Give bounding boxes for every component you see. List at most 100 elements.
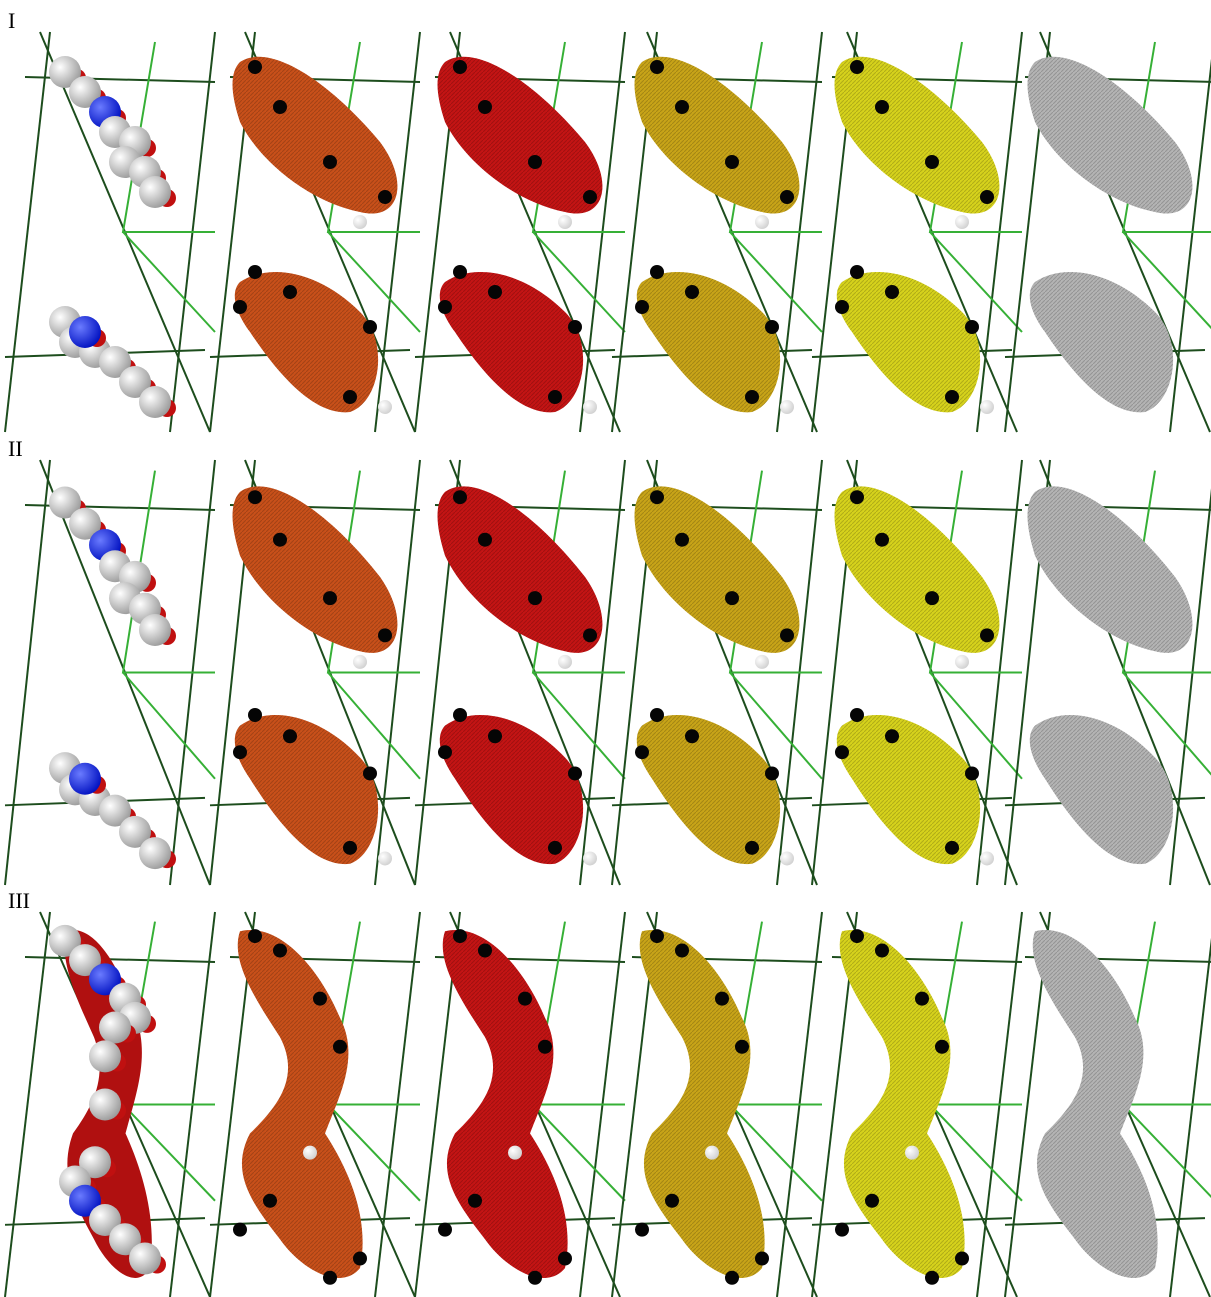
surface-texture [635, 486, 800, 653]
atom-dot [885, 285, 899, 299]
atom-dot [765, 320, 779, 334]
atom-dot [468, 1194, 482, 1208]
atom-dot [378, 628, 392, 642]
atom-dot [850, 490, 864, 504]
atom-dot [945, 390, 959, 404]
axis-line [123, 232, 215, 332]
panel [812, 912, 1022, 1297]
surface-texture [835, 486, 1000, 653]
atom-dot [378, 851, 392, 865]
atom-dot [635, 1223, 649, 1237]
atom-dot [558, 655, 572, 669]
atom-dot [675, 100, 689, 114]
panel [812, 32, 1022, 432]
atom-dot [528, 591, 542, 605]
atom-dot [875, 944, 889, 958]
atom-dot [248, 265, 262, 279]
atom-dot [378, 190, 392, 204]
atom-dot [955, 655, 969, 669]
atom-dot [780, 190, 794, 204]
atom-dot [675, 944, 689, 958]
atom-dot [980, 190, 994, 204]
page: I II III (() => { const data = JSON.pars… [0, 0, 1211, 1297]
atom-dot [453, 490, 467, 504]
atom-dot [685, 285, 699, 299]
atom-dot [323, 591, 337, 605]
axis-line [25, 957, 215, 962]
atom-dot [333, 1040, 347, 1054]
atom-dot [478, 944, 492, 958]
atom-dot [850, 265, 864, 279]
atom-dot [583, 851, 597, 865]
atom-dot [650, 60, 664, 74]
panel [1005, 460, 1211, 885]
atom [89, 1040, 121, 1072]
panel [612, 32, 822, 432]
atom-dot [528, 155, 542, 169]
atom-dot [650, 929, 664, 943]
atom-dot [905, 1146, 919, 1160]
atom [89, 1089, 121, 1121]
surface-texture [233, 486, 398, 653]
panel [210, 32, 420, 432]
atom-dot [233, 1223, 247, 1237]
atom-dot [528, 1271, 542, 1285]
atom-dot [935, 1040, 949, 1054]
atom-dot [980, 400, 994, 414]
atom-dot [453, 265, 467, 279]
atom-dot [765, 766, 779, 780]
atom-dot [353, 655, 367, 669]
panel [5, 32, 215, 432]
atom-dot [568, 766, 582, 780]
atom-dot [955, 215, 969, 229]
atom-dot [478, 533, 492, 547]
atom-dot [283, 729, 297, 743]
panel [210, 460, 420, 885]
atom-dot [363, 320, 377, 334]
atom-dot [518, 992, 532, 1006]
atom-dot [635, 300, 649, 314]
atom-dot [488, 285, 502, 299]
atom-dot [780, 851, 794, 865]
atom-dot [925, 155, 939, 169]
atom-dot [248, 60, 262, 74]
atom-dot [353, 215, 367, 229]
atom-dot [233, 300, 247, 314]
atom-dot [980, 851, 994, 865]
atom-dot [725, 1271, 739, 1285]
atom-dot [248, 929, 262, 943]
atom-dot [885, 729, 899, 743]
atom [99, 1012, 131, 1044]
atom-dot [780, 400, 794, 414]
atom-dot [508, 1146, 522, 1160]
atom-dot [835, 1223, 849, 1237]
axis-line [5, 32, 50, 432]
atom-dot [850, 60, 864, 74]
atom-dot [725, 591, 739, 605]
axis-line [5, 460, 50, 885]
surface-texture [438, 486, 603, 653]
atom-dot [248, 490, 262, 504]
atom-dot [850, 708, 864, 722]
atom-dot [875, 533, 889, 547]
atom-dot [283, 285, 297, 299]
atom-dot [925, 1271, 939, 1285]
atom-dot [650, 708, 664, 722]
panel [5, 912, 215, 1297]
atom-dot [745, 390, 759, 404]
atom-dot [685, 729, 699, 743]
atom-dot [323, 155, 337, 169]
atom-dot [558, 1252, 572, 1266]
figure: I II III [0, 0, 1211, 1297]
atom-dot [273, 100, 287, 114]
atom-dot [343, 390, 357, 404]
panel [812, 460, 1022, 885]
atom-dot [583, 400, 597, 414]
panel [5, 460, 215, 885]
atom-dot [665, 1194, 679, 1208]
atom-dot [955, 1252, 969, 1266]
atom [139, 837, 171, 869]
panel [1005, 32, 1211, 432]
atom [69, 763, 101, 795]
panel [612, 912, 822, 1297]
